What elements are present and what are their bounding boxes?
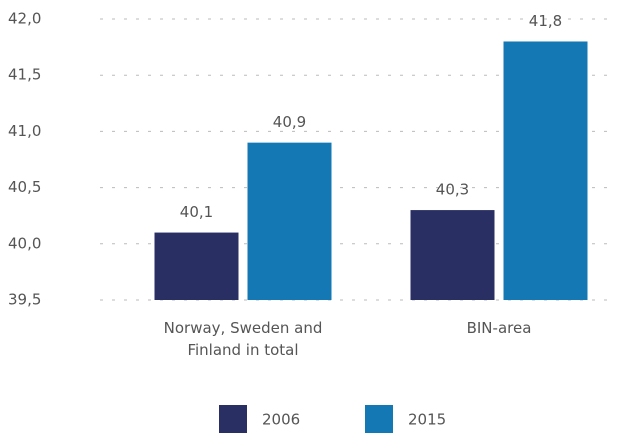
- legend-label: 2006: [262, 411, 300, 429]
- y-tick-label: 41,5: [8, 66, 41, 84]
- y-tick-label: 41,0: [8, 122, 41, 140]
- legend-swatch: [365, 405, 393, 433]
- legend-label: 2015: [408, 411, 446, 429]
- bar: [154, 232, 239, 300]
- bar: [410, 210, 495, 300]
- x-tick-label: Norway, Sweden and Finland in total: [163, 319, 323, 359]
- value-label: 41,8: [529, 12, 562, 30]
- value-label: 40,1: [180, 203, 213, 221]
- bar: [503, 41, 588, 300]
- y-tick-label: 40,5: [8, 178, 41, 196]
- value-label: 40,3: [436, 181, 469, 199]
- y-tick-label: 42,0: [8, 10, 41, 28]
- legend-swatch: [219, 405, 247, 433]
- y-tick-label: 40,0: [8, 234, 41, 252]
- x-tick-label: BIN-area: [466, 319, 532, 337]
- bar: [247, 142, 332, 300]
- y-tick-label: 39,5: [8, 291, 41, 309]
- value-label: 40,9: [273, 113, 306, 131]
